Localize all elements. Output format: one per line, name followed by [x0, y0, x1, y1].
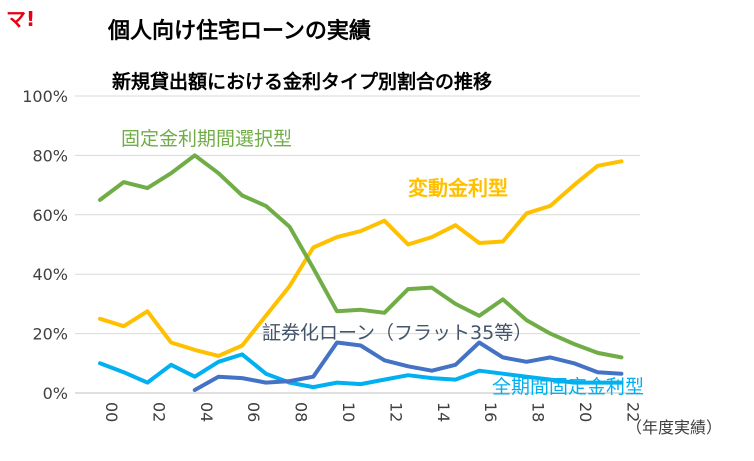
y-tick-label: 40% [32, 265, 68, 284]
x-tick-label: 18 [529, 402, 548, 422]
x-tick-label: 12 [386, 402, 405, 422]
y-tick-label: 100% [22, 87, 68, 106]
x-tick-label: 20 [576, 402, 595, 422]
x-tick-label: 16 [481, 402, 500, 422]
y-tick-label: 20% [32, 325, 68, 344]
chart-title: 個人向け住宅ローンの実績 [107, 18, 371, 44]
series-line-1 [98, 159, 624, 358]
series-label-full-fixed-rate: 全期間固定金利型 [492, 376, 644, 398]
brand-logo-mark: マ! [6, 7, 35, 31]
x-tick-label: 04 [197, 402, 216, 422]
series-line-2 [192, 340, 624, 392]
series-lines [98, 153, 624, 392]
y-tick-label: 60% [32, 206, 68, 225]
series-label-securitized-loan: 証券化ローン（フラット35等） [262, 322, 532, 344]
x-tick-label: 22 [623, 402, 642, 422]
series-label-variable-rate: 変動金利型 [408, 176, 508, 200]
y-tick-label: 0% [43, 384, 68, 403]
x-tick-label: 02 [149, 402, 168, 422]
x-tick-label: 10 [339, 402, 358, 422]
x-axis-note: （年度実績） [626, 418, 722, 437]
gridlines [75, 95, 640, 394]
y-tick-label: 80% [32, 146, 68, 165]
x-tick-label: 06 [244, 402, 263, 422]
series-line-3 [98, 352, 624, 390]
y-axis-tick-labels: 0% 20% 40% 60% 80% 100% [22, 87, 68, 403]
x-tick-label: 14 [434, 402, 453, 422]
x-tick-label: 00 [102, 402, 121, 422]
series-label-fixed-period: 固定金利期間選択型 [121, 128, 292, 150]
x-tick-label: 08 [292, 402, 311, 422]
chart-subtitle: 新規貸出額における金利タイプ別割合の推移 [112, 70, 492, 93]
series-line-0 [98, 153, 624, 360]
x-axis-tick-labels: 00 02 04 06 08 10 12 14 16 18 20 22 [102, 402, 642, 422]
